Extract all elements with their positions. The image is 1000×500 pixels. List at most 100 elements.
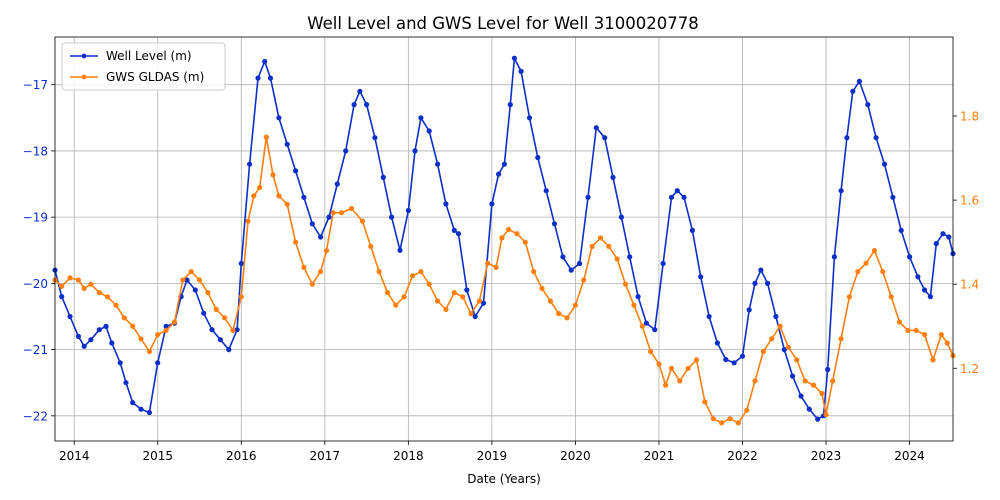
data-point-gws-gldas (930, 357, 936, 363)
data-point-well-level (618, 214, 625, 220)
legend-marker-gws-gldas (81, 74, 87, 80)
data-point-gws-gldas (451, 290, 457, 296)
data-point-well-level (746, 307, 752, 313)
data-point-well-level (643, 320, 650, 326)
data-point-well-level (357, 88, 363, 94)
series-layer (52, 55, 956, 426)
data-point-gws-gldas (276, 193, 282, 199)
data-point-well-level (577, 260, 583, 267)
data-point-gws-gldas (802, 378, 808, 384)
data-point-gws-gldas (330, 210, 336, 216)
data-point-gws-gldas (846, 294, 853, 300)
y-left-tick-label: −17 (23, 78, 48, 92)
data-point-well-level (380, 174, 386, 180)
data-point-gws-gldas (539, 285, 545, 291)
data-point-well-level (838, 188, 844, 194)
data-point-gws-gldas (581, 277, 587, 283)
data-point-well-level (59, 294, 65, 300)
data-point-well-level (507, 102, 513, 108)
x-tick-label: 2017 (310, 449, 341, 463)
data-point-well-level (397, 247, 403, 253)
data-point-gws-gldas (476, 298, 482, 304)
data-point-gws-gldas (376, 269, 382, 275)
x-tick-label: 2023 (811, 449, 842, 463)
data-point-gws-gldas (614, 256, 620, 262)
data-point-well-level (560, 254, 566, 260)
data-point-well-level (798, 393, 804, 399)
data-point-gws-gldas (88, 281, 94, 287)
data-point-gws-gldas (245, 218, 251, 224)
data-point-well-level (660, 260, 666, 267)
data-point-well-level (343, 148, 349, 154)
data-point-well-level (262, 58, 268, 65)
data-point-well-level (138, 406, 144, 412)
data-point-well-level (163, 323, 169, 329)
data-point-gws-gldas (648, 348, 654, 355)
data-point-well-level (426, 128, 432, 134)
data-point-well-level (301, 194, 307, 200)
data-point-gws-gldas (922, 332, 928, 338)
data-point-well-level (67, 313, 73, 320)
data-point-well-level (372, 135, 378, 141)
data-point-gws-gldas (146, 348, 152, 355)
data-point-well-level (681, 194, 687, 200)
data-point-gws-gldas (67, 275, 73, 281)
x-tick-label: 2024 (894, 449, 925, 463)
data-point-well-level (309, 221, 315, 227)
legend-label-gws-gldas: GWS GLDAS (m) (106, 70, 204, 84)
data-point-well-level (933, 241, 939, 247)
data-point-gws-gldas (880, 269, 886, 275)
data-point-well-level (247, 161, 253, 167)
data-point-gws-gldas (130, 323, 136, 329)
data-point-gws-gldas (556, 311, 562, 317)
data-point-gws-gldas (257, 184, 263, 191)
data-point-well-level (815, 416, 821, 422)
y-left-tick-label: −18 (23, 144, 48, 158)
data-point-well-level (881, 161, 888, 167)
data-point-gws-gldas (896, 319, 903, 325)
data-point-well-level (209, 327, 215, 333)
data-point-well-level (635, 294, 641, 300)
data-point-well-level (501, 161, 507, 167)
data-point-gws-gldas (668, 365, 675, 371)
data-point-gws-gldas (744, 407, 750, 413)
data-point-well-level (412, 148, 418, 154)
data-point-gws-gldas (171, 319, 178, 325)
data-point-well-level (526, 115, 533, 121)
data-point-gws-gldas (435, 298, 441, 304)
data-point-gws-gldas (631, 302, 637, 308)
data-point-gws-gldas (196, 277, 203, 283)
data-point-gws-gldas (384, 290, 391, 296)
x-tick-label: 2021 (644, 449, 675, 463)
y-left-tick-label: −22 (23, 409, 48, 423)
data-point-well-level (117, 360, 123, 366)
data-point-gws-gldas (188, 269, 194, 275)
data-point-well-level (146, 409, 152, 416)
data-point-gws-gldas (368, 243, 374, 249)
data-point-gws-gldas (270, 172, 276, 178)
data-point-well-level (405, 207, 411, 214)
axis-layer: 2014 2015 2016 2017 2018 2019 2020 2021 2022 2023… (23, 78, 979, 463)
data-point-well-level (293, 168, 299, 174)
data-point-well-level (489, 201, 495, 207)
data-point-gws-gldas (359, 218, 365, 224)
data-point-gws-gldas (823, 411, 829, 418)
data-point-gws-gldas (794, 357, 800, 363)
data-point-well-level (318, 234, 324, 240)
data-point-gws-gldas (785, 344, 792, 350)
legend-box (61, 42, 226, 91)
data-point-gws-gldas (230, 327, 236, 333)
data-point-gws-gldas (830, 378, 836, 384)
data-point-well-level (865, 102, 871, 108)
data-point-gws-gldas (293, 239, 299, 245)
data-point-gws-gldas (393, 302, 399, 308)
data-point-gws-gldas (59, 283, 65, 289)
data-point-gws-gldas (938, 332, 944, 338)
data-point-gws-gldas (75, 277, 81, 283)
data-point-gws-gldas (309, 281, 315, 287)
data-point-gws-gldas (944, 340, 950, 346)
data-point-well-level (103, 323, 109, 329)
data-point-well-level (435, 161, 441, 167)
data-point-gws-gldas (702, 399, 708, 405)
data-point-well-level (946, 234, 952, 240)
